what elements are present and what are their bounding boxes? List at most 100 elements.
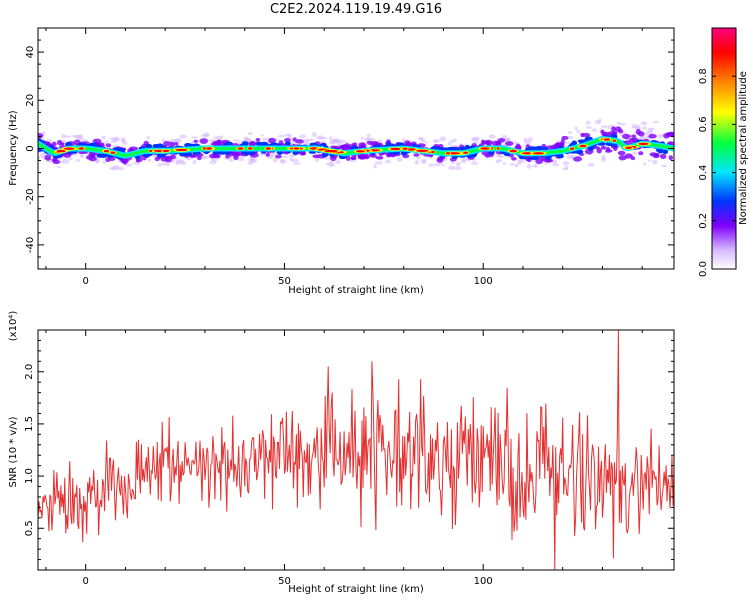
spectrogram-halo-blob <box>585 120 591 125</box>
spectrogram-halo-blob <box>360 137 365 140</box>
colorbar-tick-label: 0.2 <box>698 213 709 229</box>
spectrogram-band-blob <box>617 129 624 134</box>
spectrogram-halo-blob <box>146 135 150 140</box>
spectrogram-hot-red <box>532 152 545 155</box>
spectrogram-halo-blob <box>441 164 446 167</box>
spectrogram-halo-blob <box>619 123 627 126</box>
spectrogram-blue-blob <box>524 147 534 151</box>
spectrogram-halo-blob <box>634 124 641 129</box>
spectrogram-hot-red <box>406 148 417 151</box>
spectrogram-hot-red <box>638 142 649 146</box>
spectrogram-halo-blob <box>616 121 621 125</box>
spectrogram-band-blob <box>601 131 607 137</box>
spectrogram-band-blob <box>652 153 660 159</box>
spectrogram-halo-blob <box>562 167 569 171</box>
snr-x-axis-label: Height of straight line (km) <box>288 584 424 595</box>
spectrogram-band-blob <box>265 152 270 157</box>
spectrogram-halo-blob <box>192 159 197 165</box>
spectrogram-halo-blob <box>117 166 125 171</box>
spectrogram-halo-blob <box>333 140 338 144</box>
colorbar-label: Normalized spectral amplitude <box>738 71 749 225</box>
spectrogram-hot-red <box>390 147 401 151</box>
spectrogram-halo-blob <box>587 162 595 167</box>
spectrogram-halo-blob <box>526 164 532 169</box>
spectrogram-y-axis-label: Frequency (Hz) <box>8 110 19 186</box>
spectrogram-band-blob <box>413 153 420 157</box>
spectrogram-band-blob <box>668 131 674 137</box>
spectrogram-hot-red <box>175 148 188 152</box>
spectrogram-band-blob <box>596 147 602 154</box>
spectrogram-band-blob <box>88 156 97 162</box>
spectrogram-band-blob <box>600 145 607 150</box>
colorbar-tick-label: 0.8 <box>698 68 709 84</box>
spectrogram-halo-blob <box>454 166 462 171</box>
spectrogram-halo-blob <box>289 156 294 162</box>
spectrogram-halo-blob <box>642 126 647 130</box>
spectrogram-hot-red <box>625 146 633 149</box>
spectrogram-band-blob <box>638 151 644 156</box>
snr-frame <box>37 329 675 571</box>
spectrogram-halo-blob <box>62 158 70 164</box>
spectrogram-band-blob <box>199 138 208 145</box>
spectrogram-band-blob <box>63 152 72 158</box>
spectrogram-band-blob <box>120 158 128 164</box>
spectrogram-hot-red <box>162 149 170 153</box>
snr-x-ticks: 0 50 100 <box>45 330 643 587</box>
spectrogram-halo-blob <box>147 158 152 163</box>
colorbar-tick-label: 0.4 <box>698 165 709 181</box>
spectrogram-halo-blob <box>471 161 479 165</box>
snr-x-tick-label: 100 <box>474 576 493 587</box>
spectrogram-halo-blob <box>448 165 456 170</box>
spectrogram-band-blob <box>232 150 238 155</box>
spectrogram-y-tick-label: 0 <box>25 145 36 151</box>
spectrogram-band-blob <box>275 154 282 159</box>
spectrogram-halo-blob <box>652 120 659 124</box>
spectrogram-halo-blob <box>105 140 109 143</box>
spectrogram-halo-blob <box>501 134 508 138</box>
colorbar-tick-label: 0.6 <box>698 116 709 132</box>
spectrogram-halo-blob <box>652 159 658 165</box>
spectrogram-panel: 0 50 100 -40 -20 0 20 40 Height of straight li… <box>8 27 675 296</box>
spectrogram-hot-red <box>569 147 575 150</box>
spectrogram-y-tick-label: -40 <box>25 237 36 253</box>
snr-y-tick-label: 2.0 <box>24 364 35 380</box>
spectrogram-halo-blob <box>303 138 310 143</box>
spectrogram-halo-blob <box>282 155 289 158</box>
spectrogram-halo-blob <box>120 137 126 142</box>
spectrogram-halo-blob <box>598 118 602 123</box>
spectrogram-halo-blob <box>601 154 606 160</box>
spectrogram-halo-blob <box>552 159 558 164</box>
spectrogram-band-blob <box>663 133 670 139</box>
spectrogram-band-blob <box>357 154 364 158</box>
spectrogram-band-blob <box>233 154 239 161</box>
spectrogram-band-blob <box>624 153 633 159</box>
spectrogram-blue-blob <box>400 150 408 156</box>
snr-x-tick-label: 50 <box>278 576 291 587</box>
spectrogram-blue-blob <box>531 146 540 151</box>
spectrogram-halo-blob <box>417 136 424 141</box>
spectrogram-x-ticks: 0 50 100 <box>45 28 643 287</box>
spectrogram-blue-blob <box>655 148 662 152</box>
spectrogram-band-blob <box>484 139 493 145</box>
spectrogram-band-blob <box>511 157 517 161</box>
spectrogram-halo-blob <box>384 160 392 164</box>
spectrogram-band-blob <box>560 138 565 145</box>
spectrogram-halo-blob <box>234 139 241 142</box>
spectrogram-halo-blob <box>424 141 429 144</box>
spectrogram-blue-blob <box>187 143 195 147</box>
spectrogram-halo-blob <box>329 136 332 141</box>
spectrogram-halo-blob <box>291 158 299 163</box>
snr-x-tick-label: 0 <box>83 576 89 587</box>
spectrogram-halo-blob <box>314 157 320 162</box>
spectrogram-band-blob <box>57 139 63 146</box>
spectrogram-band-blob <box>630 156 636 161</box>
spectrogram-halo-blob <box>432 139 438 144</box>
spectrogram-halo-blob <box>448 141 452 146</box>
spectrogram-halo-blob <box>647 159 652 162</box>
spectrogram-blue-blob <box>285 141 291 146</box>
spectrogram-halo-blob <box>293 162 301 165</box>
colorbar: 0.0 0.2 0.4 0.6 0.8 Normalized spectral ampl… <box>698 27 749 277</box>
spectrogram-halo-blob <box>591 128 597 133</box>
spectrogram-halo-blob <box>61 133 66 139</box>
spectrogram-halo-blob <box>570 155 574 159</box>
